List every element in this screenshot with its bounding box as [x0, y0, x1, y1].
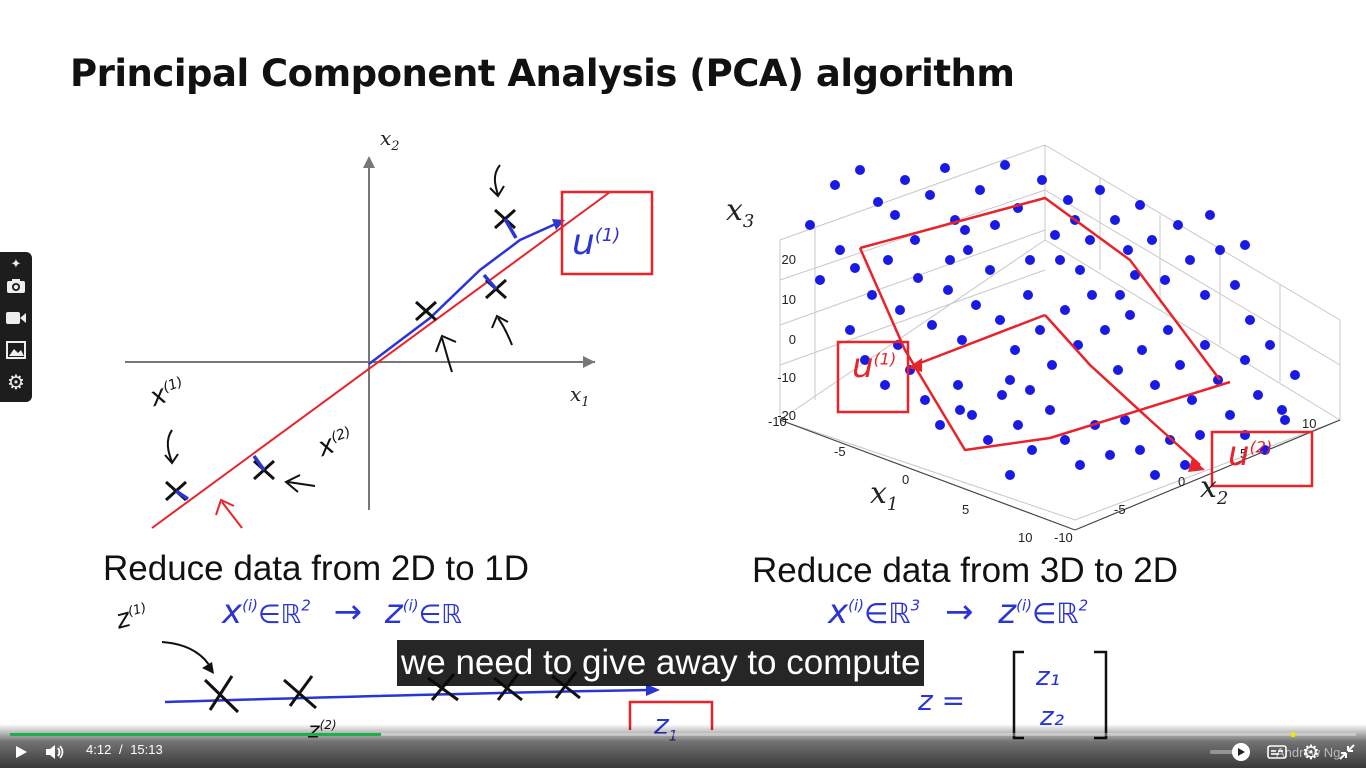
- x2-tick: -5: [1114, 502, 1126, 517]
- pin-icon[interactable]: ✦: [10, 256, 22, 271]
- axis-label-x1: x1: [570, 382, 590, 410]
- progress-marker: [1291, 732, 1295, 737]
- vector-z1: z₁: [1036, 662, 1061, 692]
- slide-title: Principal Component Analysis (PCA) algor…: [70, 52, 1015, 95]
- settings-button[interactable]: ⚙: [1300, 741, 1322, 764]
- projection-line-blue: [368, 220, 561, 365]
- current-time: 4:12: [86, 742, 112, 757]
- progress-bar[interactable]: [10, 732, 1356, 737]
- z-tick: 0: [788, 332, 796, 347]
- left-caption: Reduce data from 2D to 1D: [103, 549, 530, 588]
- gallery-icon[interactable]: [4, 338, 28, 362]
- right-caption: Reduce data from 3D to 2D: [752, 551, 1179, 590]
- time-display: 4:12 / 15:13: [86, 742, 163, 757]
- gear-icon[interactable]: ⚙: [7, 371, 25, 394]
- axis-label-x1-3d: x1: [870, 476, 899, 515]
- collapse-icon: [1339, 744, 1355, 760]
- volume-button[interactable]: [44, 742, 66, 762]
- right-plot-3d: [779, 144, 1341, 531]
- formula-right: x(i)∈ℝ3 → z(i)∈ℝ2: [828, 592, 1089, 632]
- annotation-u2-right: u(2): [1228, 434, 1273, 474]
- x1-tick: 10: [1018, 530, 1033, 545]
- z-tick: -10: [777, 370, 796, 385]
- play-icon: [16, 746, 27, 758]
- annotation-z-eq: z =: [918, 684, 966, 717]
- x1-tick: 5: [962, 502, 970, 517]
- play-button[interactable]: [12, 743, 30, 761]
- captions-button[interactable]: [1266, 743, 1288, 761]
- x2-tick: -10: [1054, 530, 1073, 545]
- x2-tick: 10: [1302, 416, 1317, 431]
- settings-gear-icon: ⚙: [1302, 741, 1320, 764]
- z-tick: 10: [781, 292, 796, 307]
- camera-icon[interactable]: [4, 274, 28, 298]
- z-axis-ticks: 20 10 0 -10 -20: [766, 240, 796, 434]
- progress-played: [10, 733, 382, 736]
- x2-tick: 0: [1178, 474, 1186, 489]
- speed-slider[interactable]: [1210, 750, 1242, 754]
- volume-icon: [46, 745, 64, 759]
- x2-tick: 5: [1240, 446, 1248, 461]
- x1-tick: -10: [768, 414, 787, 429]
- projection-line-red: [151, 191, 611, 529]
- instructor-watermark: Andrew Ng: [1276, 745, 1341, 760]
- scatter-points: [805, 160, 1300, 480]
- video-player-controls: [0, 724, 1366, 768]
- duration: 15:13: [130, 742, 163, 757]
- screenshot-toolstrip: ✦ ⚙: [0, 252, 32, 402]
- exit-fullscreen-button[interactable]: [1336, 742, 1358, 762]
- left-plot-2d: [125, 156, 654, 529]
- axis-label-x3: x3: [726, 193, 755, 232]
- x1-tick: -5: [834, 444, 846, 459]
- video-subtitle: we need to give away to compute: [397, 640, 925, 686]
- video-icon[interactable]: [4, 306, 28, 330]
- time-separator: /: [118, 742, 123, 757]
- formula-left: x(i)∈ℝ2 → z(i)∈ℝ: [222, 592, 462, 632]
- play-circle-icon: [1238, 748, 1245, 756]
- z-tick: -20: [777, 408, 796, 423]
- annotation-u1-right: u(1): [852, 346, 897, 386]
- axis-label-x2: x2: [380, 126, 400, 154]
- z-tick: 20: [781, 252, 796, 267]
- captions-icon: [1267, 745, 1287, 759]
- axis-label-x2-3d: x2: [1200, 470, 1229, 509]
- speed-slider-knob[interactable]: [1232, 743, 1250, 761]
- x1-tick: 0: [902, 472, 910, 487]
- annotation-u1-left: u(1): [572, 222, 621, 263]
